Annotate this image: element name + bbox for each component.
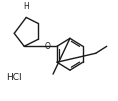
- Text: O: O: [44, 42, 50, 51]
- Text: HCl: HCl: [6, 73, 22, 82]
- Text: H: H: [23, 2, 29, 12]
